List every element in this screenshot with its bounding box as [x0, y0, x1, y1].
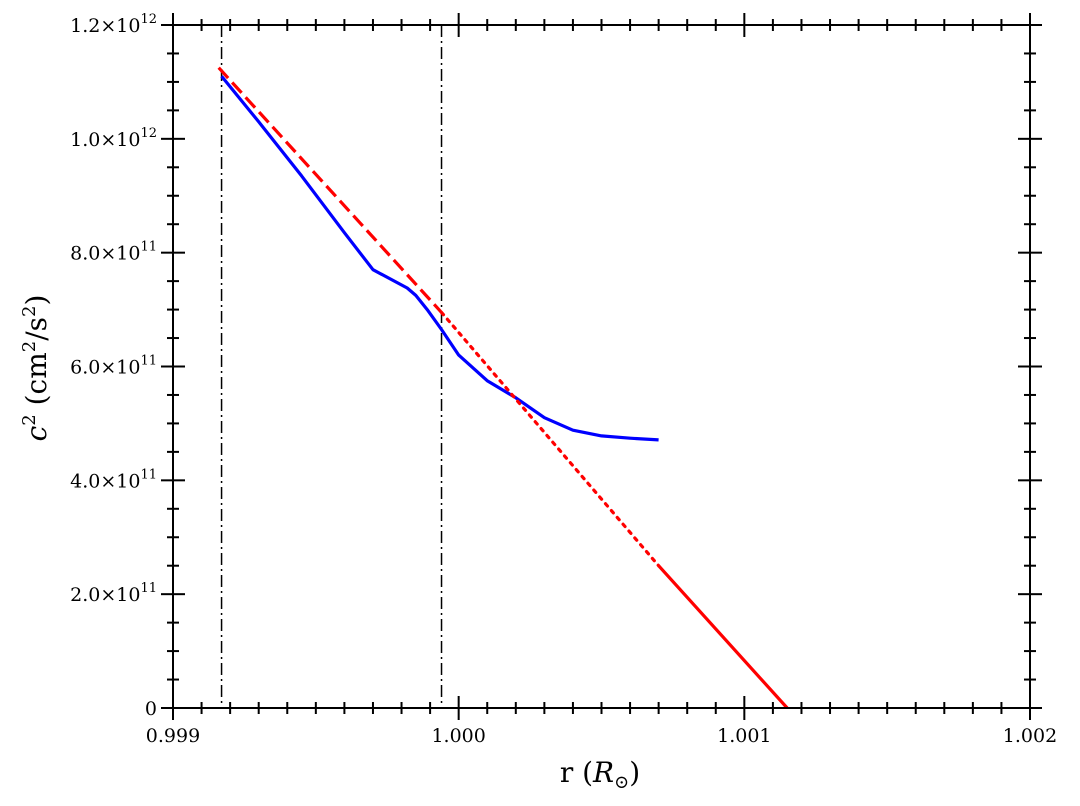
x-axis-title-main: r ( [560, 756, 593, 789]
y-tick-mantissa: 1.0×10 [70, 129, 140, 151]
series-line-2-dashed [217, 66, 443, 314]
x-tick-label-1: 0.999 [146, 725, 200, 747]
x-axis-title-sub: ⊙ [614, 772, 629, 793]
y-tick-exponent: 11 [140, 467, 157, 482]
y-axis-title-main: c [20, 425, 53, 441]
y-tick-mantissa: 6.0×10 [70, 357, 140, 379]
y-tick-mantissa: 4.0×10 [70, 470, 140, 492]
y-tick-mantissa: 1.2×10 [70, 15, 140, 37]
x-tick-label-4: 1.002 [1003, 725, 1057, 747]
y-tick-mantissa: 2.0×10 [70, 584, 140, 606]
y-tick-label-7: 1.2×1012 [70, 12, 157, 37]
series-line-3-dotted [439, 310, 661, 568]
y-axis-title-unit-c: /s [20, 317, 53, 341]
y-tick-label-5: 8.0×1011 [70, 240, 157, 265]
series-line-1-solid [220, 75, 659, 442]
y-axis-title-unit-b: 2 [19, 341, 40, 352]
y-tick-label-2: 2.0×1011 [70, 581, 157, 606]
plot-area [217, 25, 789, 710]
y-axis-title: c2 (cm2/s2) [19, 295, 53, 442]
y-tick-exponent: 12 [140, 126, 157, 141]
y-axis-title-unit-a: (cm [20, 352, 53, 414]
y-tick-exponent: 12 [140, 12, 157, 27]
y-tick-exponent: 11 [140, 354, 157, 369]
y-tick-exponent: 11 [140, 240, 157, 255]
y-tick-label-3: 4.0×1011 [70, 467, 157, 492]
series-line-4-solid [657, 564, 789, 710]
y-tick-mantissa: 8.0×10 [70, 243, 140, 265]
y-axis-title-unit-e: ) [20, 295, 53, 306]
x-axis-title-symbol: R [592, 756, 614, 789]
y-axis-title-unit-d: 2 [19, 306, 40, 317]
y-tick-exponent: 11 [140, 581, 157, 596]
x-axis-title: r (R⊙) [560, 756, 640, 793]
y-tick-label-1: 0 [145, 698, 157, 720]
y-tick-label-6: 1.0×1012 [70, 126, 157, 151]
x-tick-label-3: 1.001 [717, 725, 771, 747]
y-axis-title-exp: 2 [19, 414, 40, 425]
y-tick-label-4: 6.0×1011 [70, 354, 157, 379]
axes: 0.999 1.000 1.001 1.00202.0×10114.0×10116.0… [70, 12, 1057, 747]
x-tick-label-2: 1.000 [431, 725, 485, 747]
x-axis-title-close: ) [629, 756, 640, 789]
